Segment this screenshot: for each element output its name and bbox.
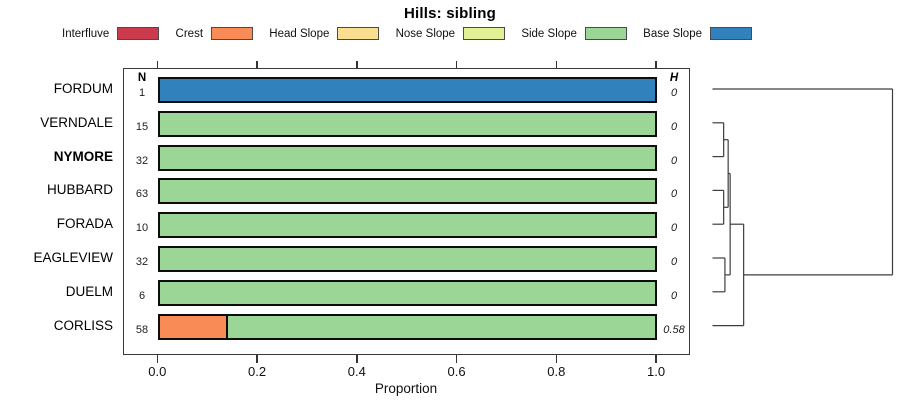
h-value: 0 <box>670 87 678 99</box>
h-value: 0 <box>670 120 678 133</box>
h-value: 0 <box>670 256 678 268</box>
legend-item-label: Interfluve <box>62 27 110 40</box>
dendrogram <box>712 88 894 327</box>
x-tick-top <box>156 60 158 68</box>
plot-panel: N H 1 0 15 0 32 0 63 0 10 0 32 0 6 0 58 0.58 <box>123 68 690 355</box>
legend-item: Base Slope <box>643 27 752 40</box>
bar-verndale <box>158 110 657 137</box>
bar-duelm <box>158 279 657 306</box>
legend-swatch-side-slope <box>584 27 627 40</box>
x-tick-top <box>356 60 358 68</box>
chart-title: Hills: sibling <box>404 5 496 22</box>
bar-segment-side-slope <box>158 212 657 239</box>
bar-segment-side-slope <box>158 144 657 171</box>
bar-eagleview <box>158 246 657 272</box>
n-value: 6 <box>138 289 146 302</box>
n-value: 1 <box>138 87 146 99</box>
legend-item-label: Head Slope <box>269 27 330 40</box>
x-axis-title: Proportion <box>374 381 438 396</box>
legend-item: Crest <box>175 27 254 40</box>
legend-swatch-nose-slope <box>463 27 506 40</box>
bar-segment-crest <box>158 313 228 340</box>
x-tick-bottom <box>356 355 358 363</box>
x-tick-label: 0.0 <box>148 364 167 379</box>
n-value: 32 <box>135 256 149 268</box>
legend-item-label: Base Slope <box>643 27 702 40</box>
row-label-hubbard: HUBBARD <box>46 182 113 198</box>
x-tick-label: 0.8 <box>547 364 566 379</box>
x-tick-bottom <box>156 355 158 363</box>
x-tick-top <box>455 60 458 68</box>
x-tick-label: 0.2 <box>248 364 267 379</box>
bar-nymore <box>158 144 657 171</box>
legend-item: Side Slope <box>521 27 627 40</box>
x-tick-bottom <box>455 355 458 363</box>
x-tick-label: 0.4 <box>347 364 366 379</box>
x-tick-bottom <box>655 355 657 363</box>
bar-segment-side-slope <box>158 246 657 272</box>
legend-item-label: Crest <box>175 27 204 40</box>
n-value: 15 <box>135 120 149 133</box>
row-label-nymore: NYMORE <box>53 148 113 164</box>
legend-item: Interfluve <box>62 27 160 40</box>
bar-segment-side-slope <box>225 313 657 340</box>
legend-item: Head Slope <box>269 27 380 40</box>
x-tick-label: 0.6 <box>447 364 466 379</box>
x-tick-top <box>256 60 258 68</box>
bar-forada <box>158 212 657 239</box>
x-tick-top <box>555 60 558 68</box>
row-label-verndale: VERNDALE <box>40 114 113 130</box>
n-column-header: N <box>137 72 147 84</box>
n-value: 58 <box>135 323 149 336</box>
n-value: 10 <box>135 222 149 235</box>
bar-segment-side-slope <box>158 279 657 306</box>
legend-swatch-interfluve <box>117 27 160 40</box>
x-tick-label: 1.0 <box>647 364 666 379</box>
row-label-forada: FORADA <box>56 216 113 232</box>
n-value: 63 <box>135 188 149 201</box>
legend-item-label: Side Slope <box>521 27 577 40</box>
x-tick-bottom <box>256 355 258 363</box>
row-label-eagleview: EAGLEVIEW <box>33 250 113 265</box>
h-value: 0.58 <box>663 323 685 336</box>
h-column-header: H <box>669 72 679 84</box>
bar-fordum <box>158 77 657 103</box>
h-value: 0 <box>670 188 678 201</box>
x-tick-bottom <box>555 355 558 363</box>
h-value: 0 <box>670 289 678 302</box>
legend-item-label: Nose Slope <box>395 27 456 40</box>
row-label-duelm: DUELM <box>65 283 113 299</box>
row-label-fordum: FORDUM <box>53 81 113 96</box>
legend-item: Nose Slope <box>395 27 506 40</box>
legend-swatch-head-slope <box>337 27 380 40</box>
h-value: 0 <box>670 222 678 235</box>
x-tick-top <box>655 60 657 68</box>
bar-hubbard <box>158 178 657 205</box>
legend: Interfluve Crest Head Slope Nose Slope Side … <box>62 25 752 42</box>
legend-swatch-crest <box>211 27 254 40</box>
bar-corliss <box>158 313 657 340</box>
bar-segment-side-slope <box>158 178 657 205</box>
n-value: 32 <box>135 154 149 167</box>
h-value: 0 <box>670 154 678 167</box>
row-label-corliss: CORLISS <box>53 317 113 333</box>
legend-swatch-base-slope <box>710 27 752 40</box>
bar-segment-side-slope <box>158 110 657 137</box>
bar-segment-base-slope <box>158 77 657 103</box>
